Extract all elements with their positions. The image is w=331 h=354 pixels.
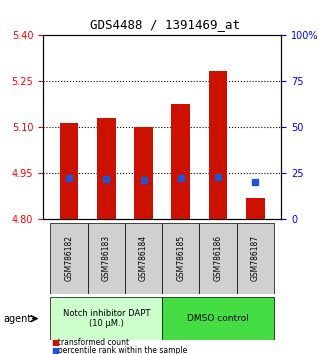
FancyBboxPatch shape xyxy=(50,297,162,340)
Text: GSM786187: GSM786187 xyxy=(251,235,260,281)
Bar xyxy=(134,127,153,219)
Text: agent: agent xyxy=(3,314,31,324)
FancyBboxPatch shape xyxy=(162,297,274,340)
Text: GSM786184: GSM786184 xyxy=(139,235,148,281)
Text: ■: ■ xyxy=(51,338,59,347)
Text: GDS4488 / 1391469_at: GDS4488 / 1391469_at xyxy=(90,18,241,31)
FancyBboxPatch shape xyxy=(125,223,162,294)
Text: GSM786182: GSM786182 xyxy=(65,235,73,281)
FancyBboxPatch shape xyxy=(237,223,274,294)
Text: transformed count: transformed count xyxy=(53,338,129,347)
Text: Notch inhibitor DAPT
(10 μM.): Notch inhibitor DAPT (10 μM.) xyxy=(63,309,150,328)
FancyBboxPatch shape xyxy=(88,223,125,294)
Bar xyxy=(171,104,190,219)
FancyBboxPatch shape xyxy=(50,223,88,294)
FancyBboxPatch shape xyxy=(162,223,199,294)
Bar xyxy=(246,198,264,219)
Text: GSM786183: GSM786183 xyxy=(102,235,111,281)
Text: GSM786186: GSM786186 xyxy=(213,235,222,281)
Text: percentile rank within the sample: percentile rank within the sample xyxy=(53,346,187,354)
Bar xyxy=(209,71,227,219)
Bar xyxy=(60,123,78,219)
Text: DMSO control: DMSO control xyxy=(187,314,249,323)
Text: ■: ■ xyxy=(51,346,59,354)
Bar xyxy=(97,118,116,219)
FancyBboxPatch shape xyxy=(199,223,237,294)
Text: GSM786185: GSM786185 xyxy=(176,235,185,281)
